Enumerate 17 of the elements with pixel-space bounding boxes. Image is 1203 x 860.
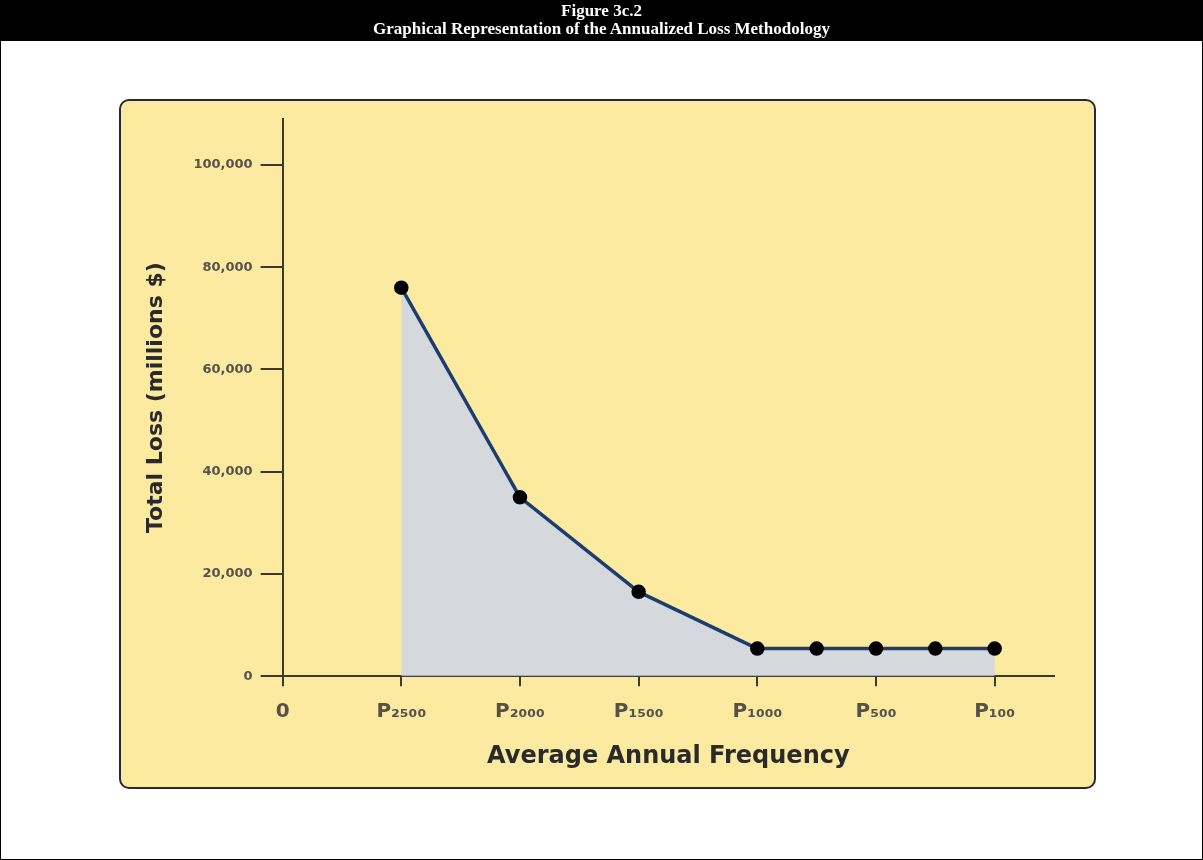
x-tick-label: P₁₀₀₀ [732,698,783,723]
x-tick-label: P₁₀₀ [974,698,1016,723]
y-tick-label: 0 [243,667,253,683]
y-tick-label: 80,000 [202,258,253,274]
x-axis-title: Average Annual Frequency [487,740,850,769]
y-tick-label: 20,000 [202,565,253,581]
x-tick-label: P₁₅₀₀ [613,698,664,723]
x-tick-label: P₂₅₀₀ [376,698,427,723]
y-tick-label: 60,000 [202,360,253,376]
y-tick-label: 40,000 [202,463,253,479]
y-tick-label: 100,000 [193,156,253,172]
y-axis-title: Total Loss (millions $) [141,262,167,533]
x-tick-label: P₂₀₀₀ [495,698,545,723]
x-tick-label: P₅₀₀ [855,698,897,723]
chart-title: Figure 3c.2 [560,1,643,20]
chart-subtitle: Graphical Representation of the Annualized Loss Methodology [372,19,831,38]
x-tick-label: 0 [275,698,290,723]
